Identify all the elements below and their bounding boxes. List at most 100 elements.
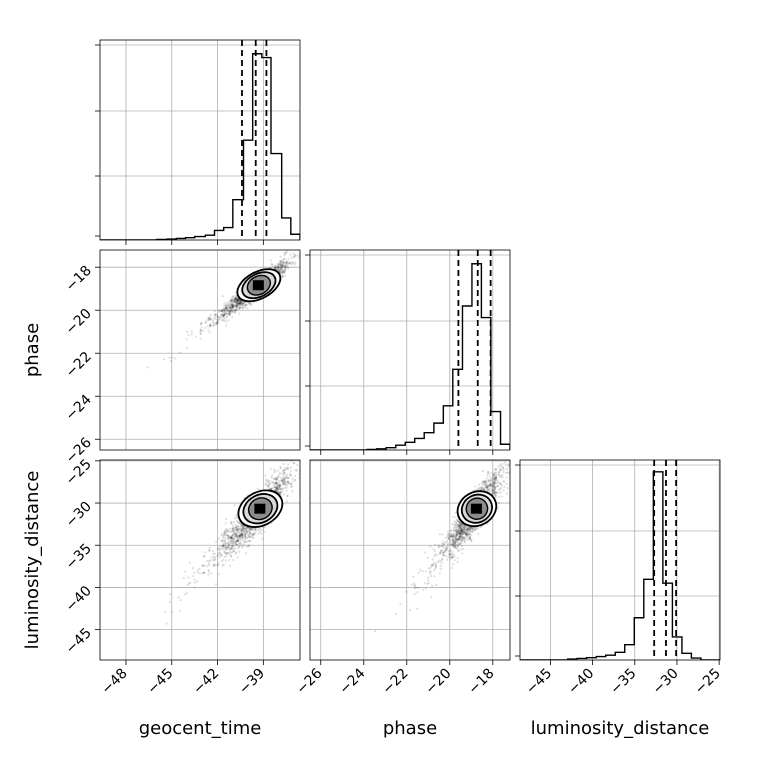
- scatter-point: [488, 488, 491, 491]
- scatter-point: [228, 311, 231, 314]
- scatter-point: [230, 530, 233, 534]
- scatter-point: [228, 310, 231, 313]
- scatter-point: [208, 324, 212, 327]
- scatter-point: [442, 553, 446, 557]
- scatter-point: [505, 476, 508, 479]
- scatter-point: [494, 476, 498, 479]
- scatter-point: [216, 554, 219, 558]
- scatter-point: [228, 313, 232, 317]
- scatter-point: [274, 482, 277, 485]
- scatter-point: [252, 529, 255, 532]
- scatter-point: [248, 531, 251, 535]
- scatter-point: [238, 302, 241, 305]
- scatter-point: [192, 574, 195, 578]
- scatter-point: [483, 488, 486, 492]
- scatter-point: [493, 474, 496, 477]
- scatter-point: [279, 263, 283, 266]
- scatter-point: [238, 299, 241, 302]
- scatter-point: [490, 485, 493, 488]
- scatter-point: [252, 532, 255, 535]
- scatter-point: [468, 537, 471, 540]
- scatter-point: [457, 529, 460, 532]
- scatter-point: [223, 549, 226, 552]
- scatter-point: [230, 551, 233, 554]
- scatter-point: [506, 463, 510, 466]
- scatter-point: [275, 486, 278, 489]
- scatter-point: [247, 528, 251, 531]
- scatter-point: [228, 553, 231, 556]
- scatter-point: [228, 311, 231, 314]
- scatter-point: [230, 302, 233, 305]
- scatter-point: [283, 472, 286, 475]
- scatter-point: [212, 563, 215, 566]
- scatter-point: [232, 520, 235, 524]
- scatter-point: [249, 529, 252, 532]
- scatter-point: [282, 261, 285, 264]
- scatter-point: [456, 547, 459, 550]
- scatter-point: [196, 569, 199, 572]
- scatter-point: [487, 478, 490, 482]
- scatter-point: [430, 596, 433, 599]
- scatter-point: [460, 529, 463, 532]
- scatter-point: [187, 582, 191, 585]
- scatter-point: [283, 468, 286, 472]
- scatter-point: [290, 460, 293, 462]
- scatter-point: [243, 530, 246, 533]
- scatter-point: [465, 528, 468, 531]
- scatter-point: [245, 545, 248, 548]
- scatter-point: [168, 600, 171, 604]
- scatter-point: [238, 536, 241, 539]
- scatter-point: [443, 550, 446, 553]
- scatter-point: [450, 532, 453, 536]
- scatter-point: [198, 567, 201, 571]
- scatter-point: [231, 544, 234, 547]
- scatter-point: [230, 299, 234, 302]
- scatter-point: [201, 329, 204, 333]
- scatter-point: [227, 544, 230, 547]
- scatter-point: [224, 522, 227, 525]
- scatter-point: [285, 260, 288, 263]
- scatter-point: [239, 542, 243, 546]
- scatter-point: [238, 302, 241, 305]
- scatter-point: [281, 264, 285, 267]
- scatter-point: [276, 487, 279, 490]
- scatter-point: [281, 478, 284, 481]
- scatter-point: [289, 253, 292, 256]
- scatter-point: [239, 535, 242, 538]
- scatter-point: [263, 526, 266, 529]
- scatter-point: [486, 486, 489, 489]
- scatter-point: [228, 313, 231, 316]
- scatter-point: [207, 564, 210, 567]
- scatter-point: [288, 474, 291, 477]
- scatter-point: [230, 311, 233, 314]
- scatter-point: [492, 485, 495, 488]
- scatter-point: [242, 526, 246, 530]
- scatter-point: [445, 548, 448, 551]
- scatter-point: [285, 262, 289, 265]
- scatter-point: [435, 553, 439, 557]
- x-tick-label-geocent-time-2: −42: [190, 666, 222, 698]
- scatter-point: [278, 262, 281, 265]
- scatter-point: [455, 532, 458, 535]
- scatter-point: [505, 468, 508, 471]
- scatter-point: [229, 306, 232, 310]
- scatter-point: [270, 487, 273, 490]
- scatter-point: [221, 544, 224, 547]
- scatter-point: [271, 480, 275, 484]
- scatter-point: [284, 483, 287, 486]
- scatter-point: [221, 295, 224, 298]
- scatter-point: [287, 482, 290, 485]
- scatter-point: [498, 467, 502, 471]
- scatter-point: [478, 483, 481, 486]
- scatter-point: [249, 527, 252, 530]
- scatter-point: [285, 264, 288, 267]
- scatter-point: [239, 302, 242, 305]
- scatter-point: [248, 533, 251, 536]
- scatter-point: [456, 527, 459, 530]
- scatter-point: [222, 544, 226, 547]
- scatter-point: [422, 588, 425, 591]
- scatter-point: [460, 523, 463, 526]
- scatter-point: [207, 328, 210, 332]
- scatter-point: [484, 485, 488, 489]
- scatter-point: [227, 534, 230, 537]
